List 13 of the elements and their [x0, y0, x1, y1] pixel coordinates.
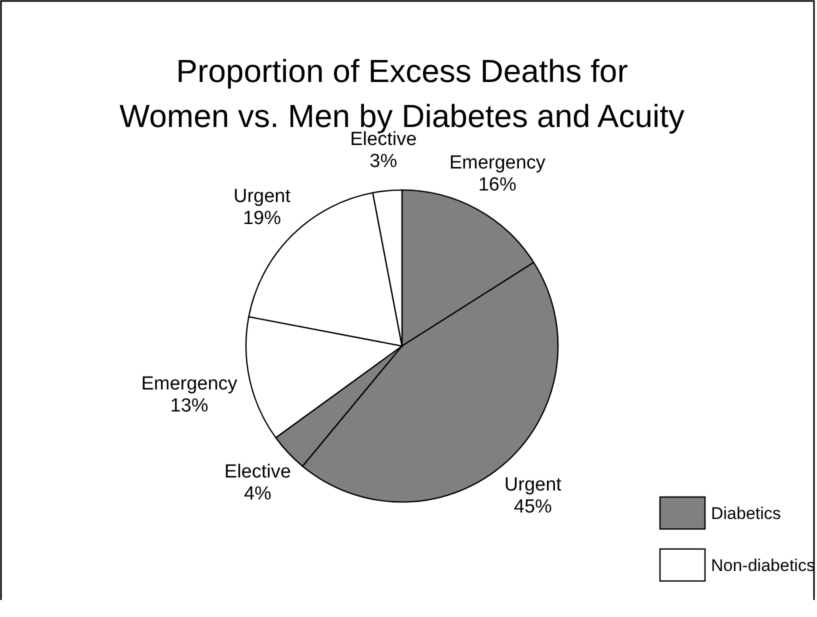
- data-label: 45%: [514, 496, 552, 518]
- slice-label: Urgent: [233, 186, 292, 207]
- slice-label: Emergency: [141, 374, 238, 395]
- slice-label: Emergency: [449, 152, 546, 174]
- data-label: 13%: [170, 396, 208, 417]
- text: Diabetics: [711, 504, 781, 523]
- text: Non-diabetics: [711, 556, 815, 575]
- slice-label: Elective: [224, 462, 291, 483]
- data-label: 19%: [242, 208, 282, 229]
- data-label: 4%: [244, 484, 272, 505]
- data-label: 16%: [478, 174, 517, 196]
- data-label: 3%: [370, 150, 398, 172]
- slice-label: Urgent: [504, 474, 562, 496]
